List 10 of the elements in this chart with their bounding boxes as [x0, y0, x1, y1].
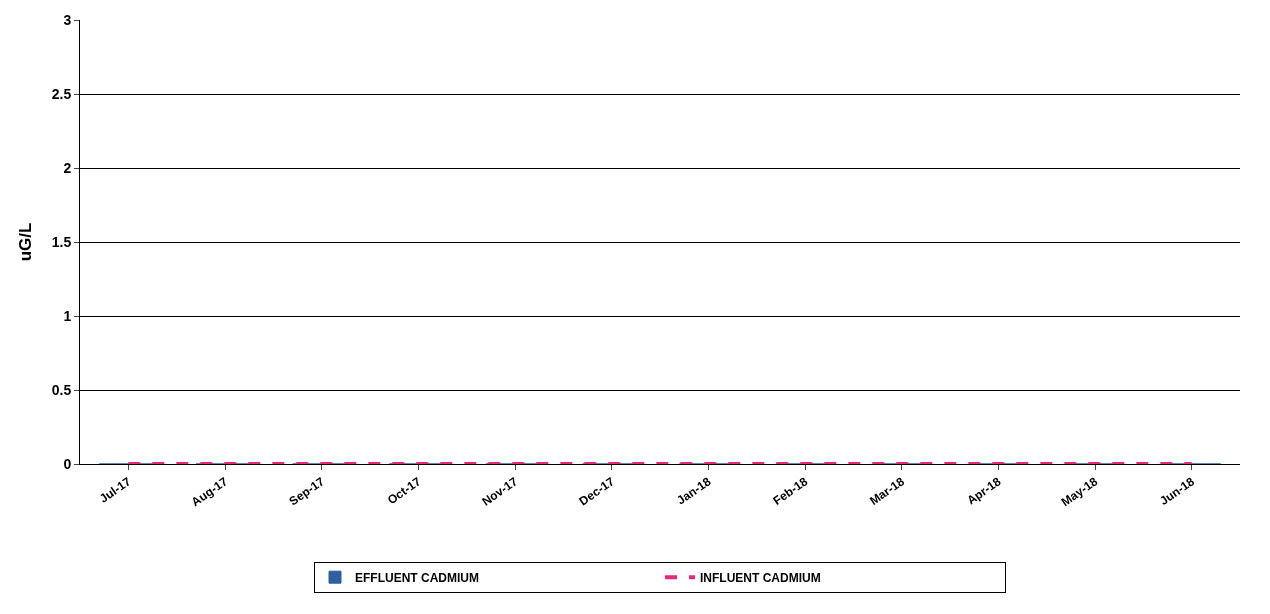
- y-tick-label: 1.5: [51, 233, 72, 250]
- y-tick-label: 3: [63, 11, 72, 28]
- y-axis-title: uG/L: [16, 222, 36, 262]
- y-tick-label: 0.5: [51, 381, 72, 398]
- y-tick-label: 2.5: [51, 85, 72, 102]
- legend-label: EFFLUENT CADMIUM: [355, 570, 479, 585]
- y-tick-label: 1: [63, 307, 72, 324]
- y-tick-label: 0: [63, 455, 72, 472]
- legend-label: INFLUENT CADMIUM: [700, 570, 821, 585]
- y-tick-label: 2: [63, 159, 72, 176]
